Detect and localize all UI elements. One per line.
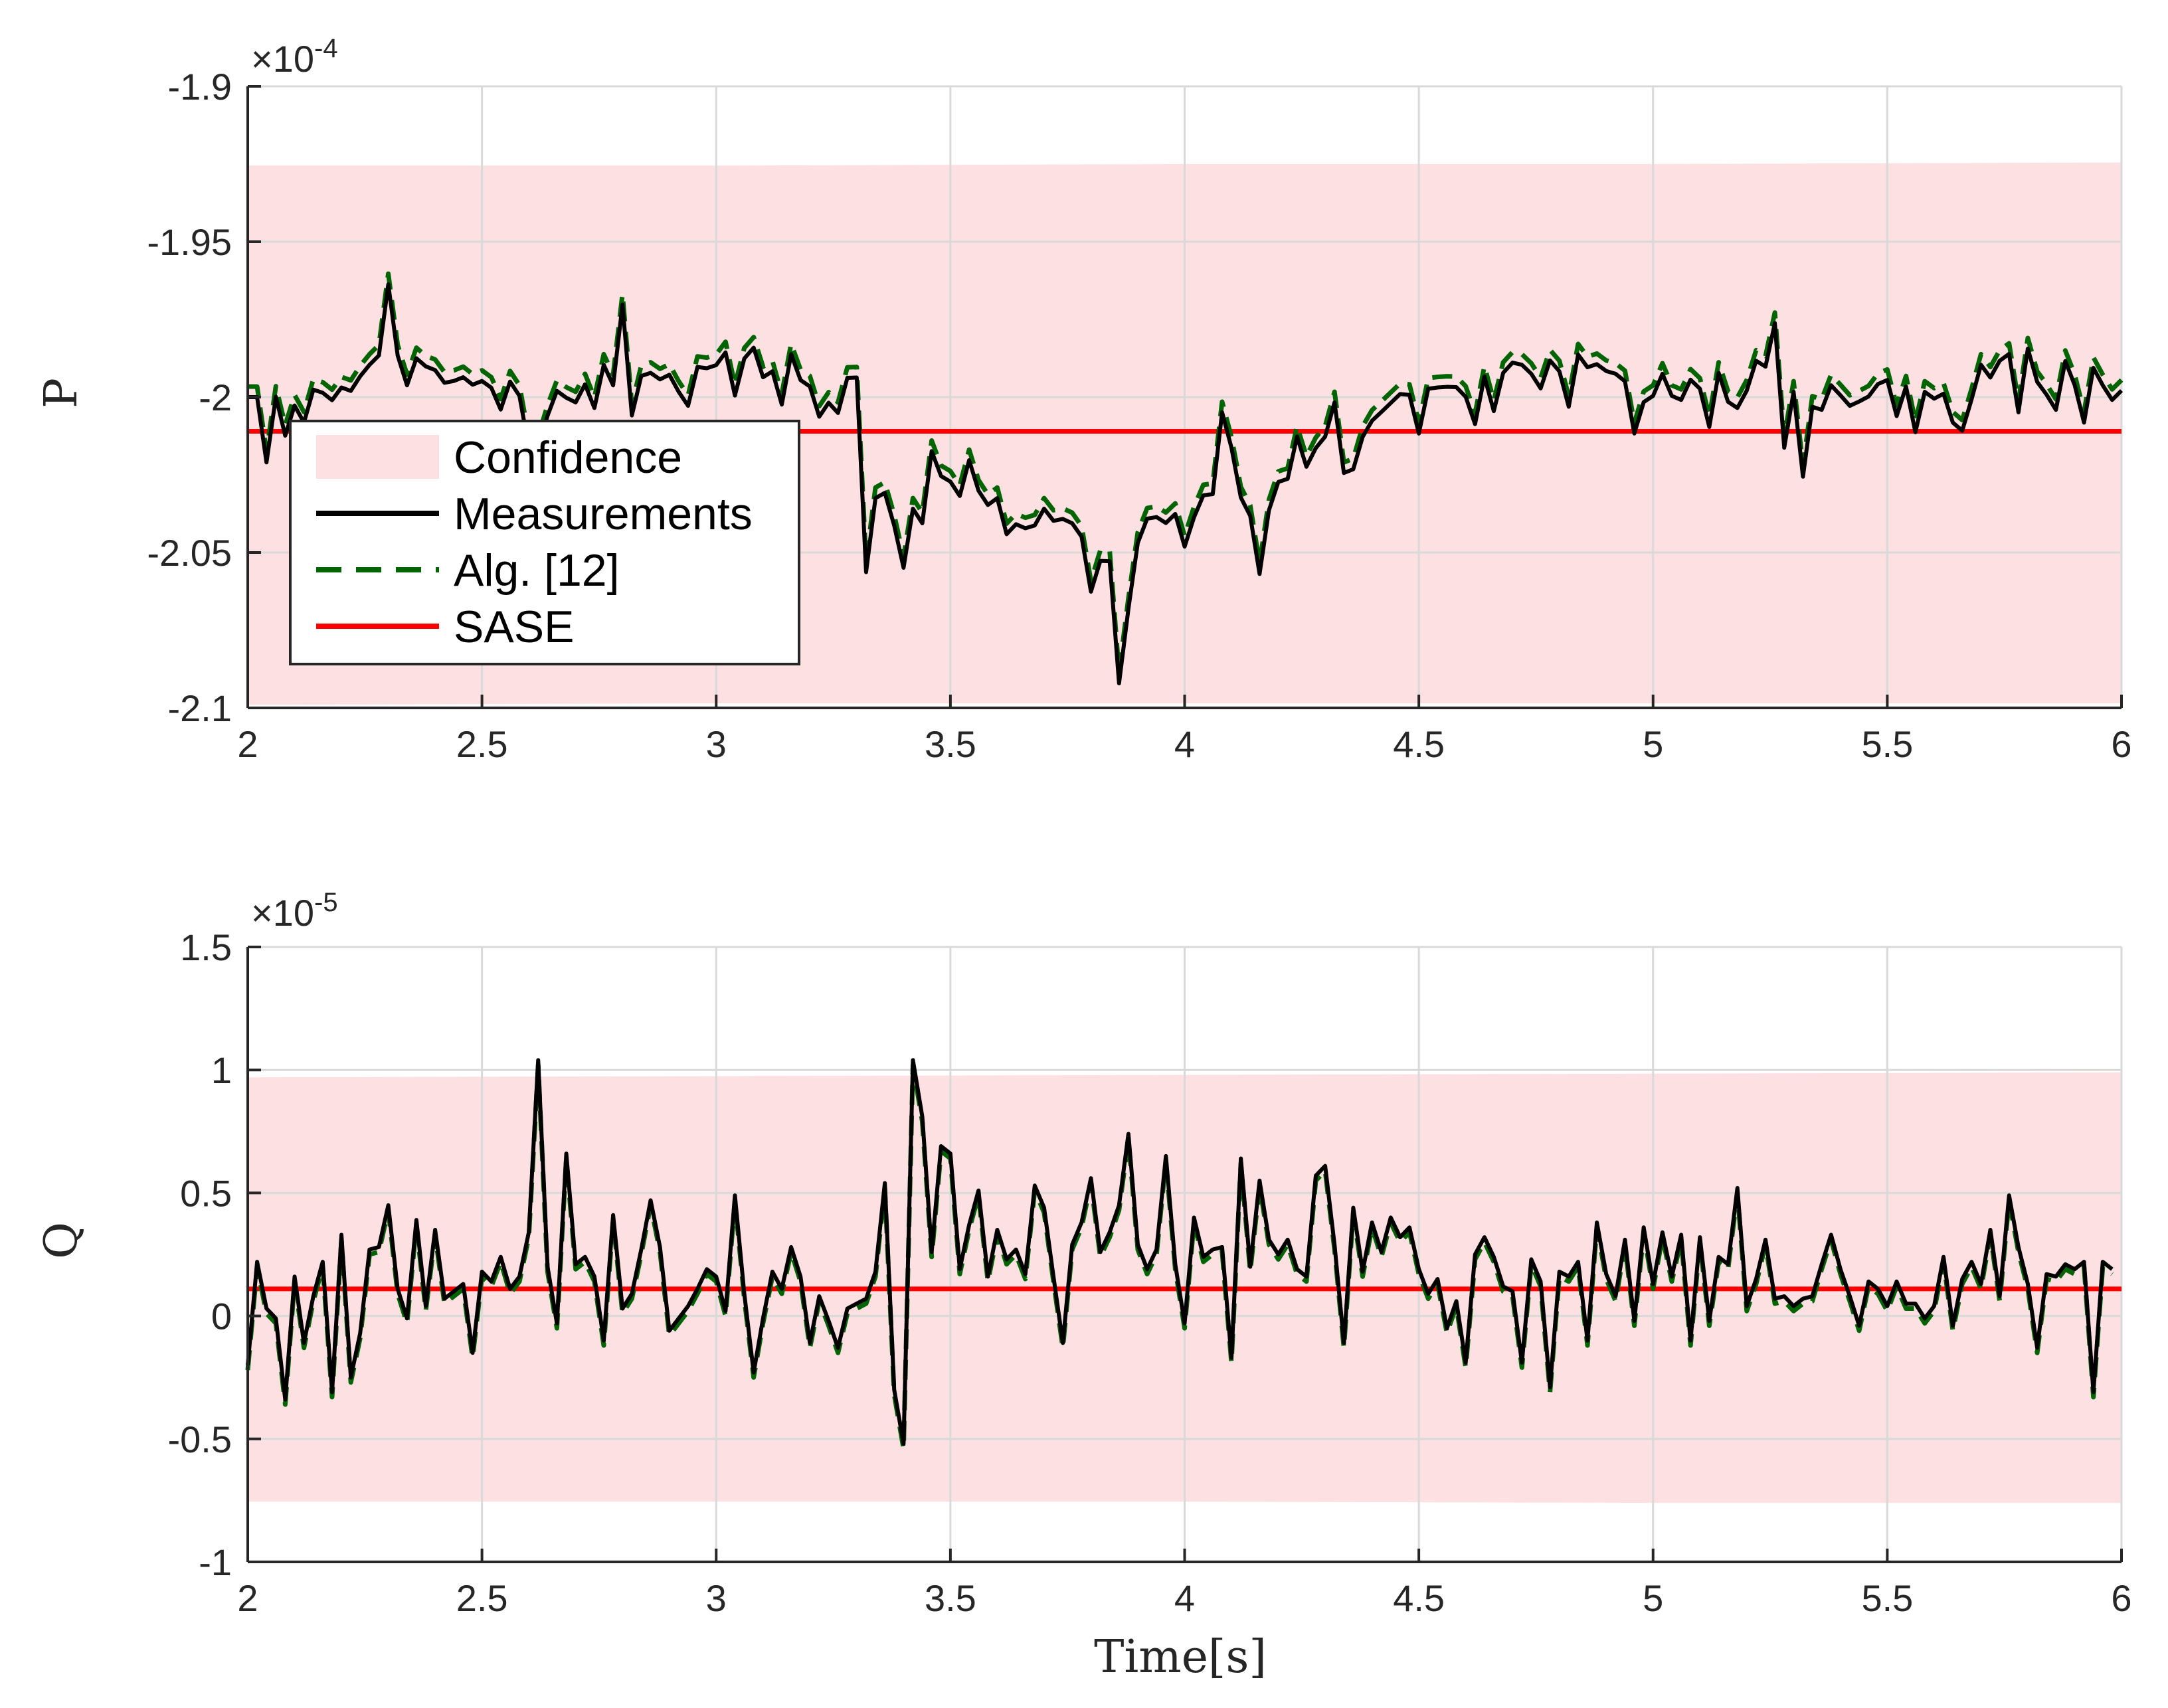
q-y-tick-label-1: -0.5 bbox=[168, 1418, 232, 1460]
legend-label-alg12: Alg. [12] bbox=[454, 545, 620, 596]
legend-entry-sase: SASE bbox=[316, 602, 574, 652]
p-measurements-line bbox=[248, 282, 2123, 686]
q-y-axis-label: Q bbox=[35, 1222, 88, 1259]
legend-label-sase: SASE bbox=[454, 602, 574, 652]
q-x-tick-label-2: 3 bbox=[706, 1577, 727, 1619]
p-x-tick-label-0: 2 bbox=[237, 723, 258, 765]
p-x-tick-label-4: 4 bbox=[1174, 723, 1195, 765]
p-y-ticks: -2.1 -2.05 -2 -1.95 -1.9 bbox=[147, 66, 261, 729]
q-x-tick-label-4: 4 bbox=[1174, 1577, 1195, 1619]
p-x-tick-label-3: 3.5 bbox=[925, 723, 976, 765]
p-x-tick-label-5: 4.5 bbox=[1393, 723, 1445, 765]
legend-entry-alg12: Alg. [12] bbox=[316, 545, 620, 596]
q-measurements-line bbox=[246, 1058, 2114, 1446]
p-x-tick-label-8: 6 bbox=[2111, 723, 2131, 765]
q-panel: 2 2.5 3 3.5 4 4.5 5 5.5 6 -1 -0.5 0 0.5 1 1.5 ×10-5 Q… bbox=[35, 888, 2132, 1683]
p-y-tick-label-4: -1.9 bbox=[168, 66, 232, 108]
q-y-tick-label-0: -1 bbox=[199, 1541, 232, 1583]
q-x-tick-label-5: 4.5 bbox=[1393, 1577, 1445, 1619]
legend: Confidence Measurements Alg. [12] SASE bbox=[289, 420, 800, 665]
q-x-ticks: 2 2.5 3 3.5 4 4.5 5 5.5 6 bbox=[237, 1549, 2132, 1619]
p-y-axis-label: P bbox=[35, 378, 88, 408]
p-x-tick-label-7: 5.5 bbox=[1861, 723, 1913, 765]
q-x-tick-label-7: 5.5 bbox=[1861, 1577, 1913, 1619]
q-y-tick-label-2: 0 bbox=[211, 1296, 232, 1337]
q-y-tick-label-3: 0.5 bbox=[180, 1172, 232, 1214]
q-x-tick-label-1: 2.5 bbox=[456, 1577, 508, 1619]
p-x-tick-label-2: 3 bbox=[706, 723, 727, 765]
p-x-tick-label-1: 2.5 bbox=[456, 723, 508, 765]
x-axis-label: Time[s] bbox=[1094, 1631, 1267, 1683]
q-x-tick-label-8: 6 bbox=[2111, 1577, 2131, 1619]
q-y-tick-label-4: 1 bbox=[211, 1049, 232, 1091]
p-y-tick-label-2: -2 bbox=[199, 377, 232, 418]
legend-entry-measurements: Measurements bbox=[316, 489, 753, 539]
q-x-tick-label-0: 2 bbox=[237, 1577, 258, 1619]
legend-label-measurements: Measurements bbox=[454, 489, 753, 539]
p-y-tick-label-3: -1.95 bbox=[147, 221, 232, 263]
p-x-ticks: 2 2.5 3 3.5 4 4.5 5 5.5 6 bbox=[237, 695, 2132, 765]
q-measurements-series bbox=[246, 1058, 2114, 1446]
q-x-tick-label-6: 5 bbox=[1643, 1577, 1663, 1619]
p-exponent-label: ×10-4 bbox=[251, 34, 338, 80]
p-y-tick-label-1: -2.05 bbox=[147, 532, 232, 574]
legend-entry-confidence: Confidence bbox=[316, 432, 682, 483]
p-y-tick-label-0: -2.1 bbox=[168, 687, 232, 729]
legend-swatch-confidence bbox=[316, 435, 439, 479]
p-x-tick-label-6: 5 bbox=[1643, 723, 1663, 765]
q-x-tick-label-3: 3.5 bbox=[925, 1577, 976, 1619]
q-y-tick-label-5: 1.5 bbox=[180, 926, 232, 968]
q-y-ticks: -1 -0.5 0 0.5 1 1.5 bbox=[168, 926, 261, 1583]
p-measurements-series bbox=[248, 282, 2123, 686]
legend-label-confidence: Confidence bbox=[454, 432, 682, 483]
q-exponent-label: ×10-5 bbox=[251, 888, 338, 934]
